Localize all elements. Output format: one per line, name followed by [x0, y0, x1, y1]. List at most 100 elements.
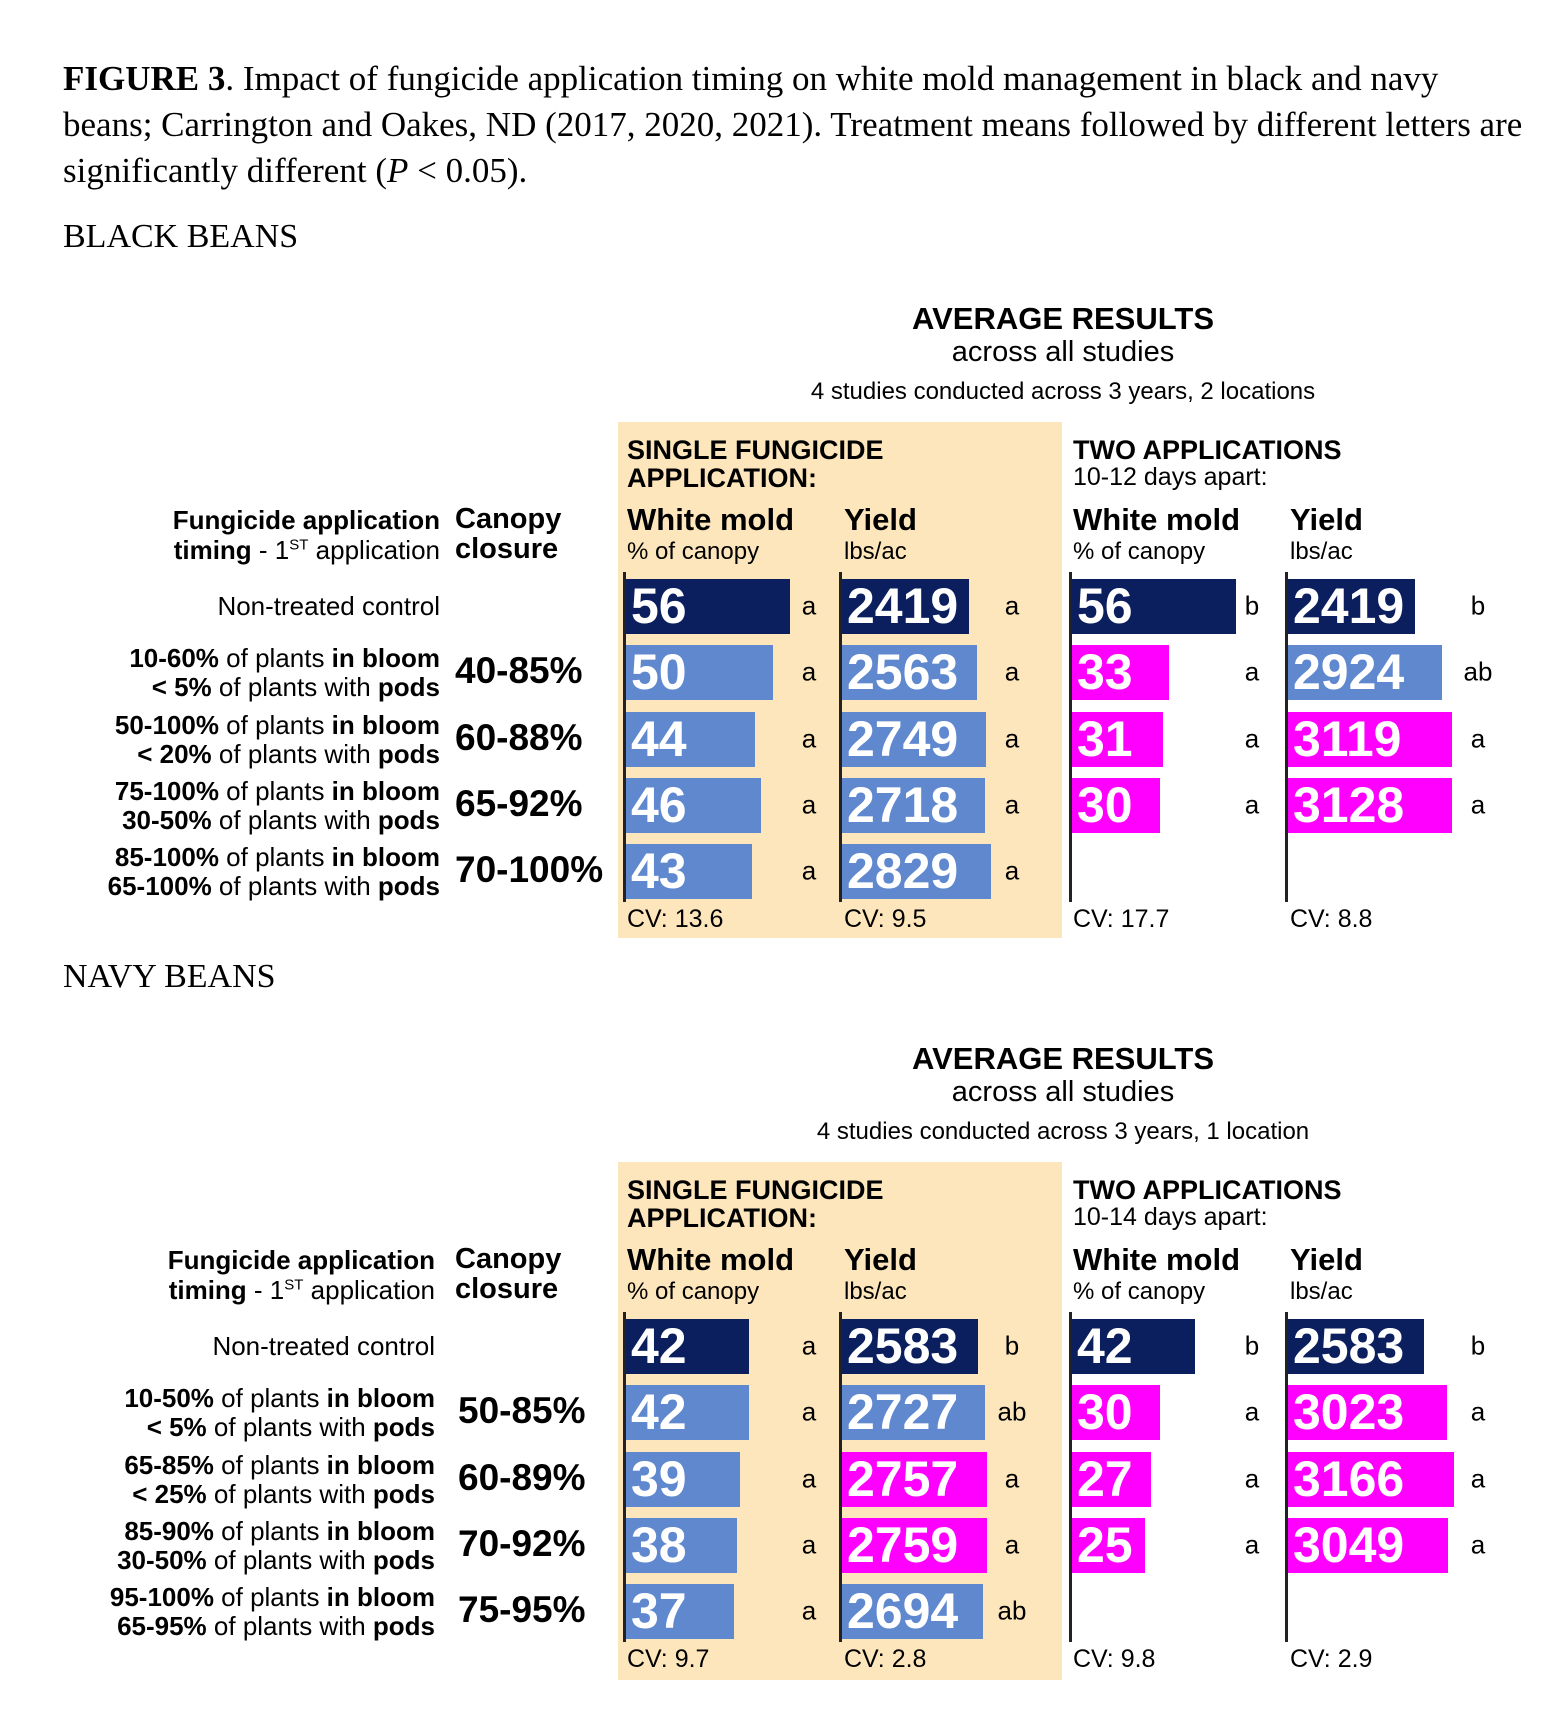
label-segment: pods: [372, 1412, 435, 1443]
column-title: White mold: [627, 502, 795, 537]
label-segment: 65-85%: [124, 1449, 214, 1480]
bar-value: 44: [631, 710, 687, 767]
label-segment: 85-100%: [114, 842, 219, 873]
bar-value: 30: [1077, 1384, 1133, 1441]
average-results-title: AVERAGE RESULTS: [912, 1041, 1214, 1076]
label-segment: < 5%: [146, 1412, 207, 1443]
significance-letter: a: [1004, 1463, 1020, 1494]
label-segment: of plants: [218, 709, 332, 740]
column-unit: % of canopy: [1073, 538, 1206, 565]
bar-value: 43: [631, 843, 687, 900]
bar-sig: 27: [1072, 1450, 1152, 1507]
studies-note: 4 studies conducted across 3 years, 1 lo…: [816, 1118, 1310, 1145]
label-segment: in bloom: [326, 1449, 435, 1480]
significance-letter: b: [1244, 590, 1260, 621]
label-segment: 65-95%: [117, 1611, 207, 1642]
significance-letter: ab: [997, 1595, 1027, 1626]
label-segment: in bloom: [326, 1582, 435, 1613]
label-segment: of plants with: [206, 1412, 373, 1443]
bar-control: 2583: [842, 1319, 978, 1374]
label-segment: in bloom: [331, 775, 440, 806]
column-title: Yield: [1290, 502, 1363, 537]
timing-label-line: 30-50% of plants with pods: [117, 1545, 435, 1576]
cv-label: CV: 9.8: [1073, 1645, 1156, 1673]
canopy-closure-value: 50-85%: [458, 1390, 586, 1432]
bar-nodiff: 2694: [842, 1584, 984, 1640]
canopy-closure-value: 60-88%: [455, 716, 583, 758]
column-axis: [623, 1312, 626, 1642]
timing-header-line: timing - 1ST application: [169, 1275, 435, 1306]
label-segment: of plants with: [211, 871, 378, 902]
bar-value: 31: [1077, 710, 1133, 767]
significance-letter: b: [1470, 1330, 1486, 1361]
bar-value: 3166: [1293, 1450, 1405, 1507]
two-applications-header: TWO APPLICATIONS: [1073, 1175, 1342, 1205]
significance-letter: a: [801, 1463, 817, 1494]
label-segment: of plants: [218, 643, 332, 674]
bar-sig: 3049: [1288, 1517, 1449, 1573]
significance-letter: a: [1004, 789, 1020, 820]
bar-control: 56: [1072, 579, 1237, 634]
label-segment: in bloom: [331, 842, 440, 873]
significance-letter: a: [1470, 1396, 1486, 1427]
timing-label-line: 65-85% of plants in bloom: [124, 1450, 435, 1481]
significance-letter: a: [1004, 590, 1020, 621]
timing-label-line: 30-50% of plants with pods: [122, 805, 440, 836]
bar-value: 38: [631, 1516, 687, 1573]
bar-sig: 31: [1072, 710, 1163, 767]
section-title: NAVY BEANS: [63, 958, 276, 995]
label-segment: of plants: [213, 1449, 327, 1480]
bar-nodiff: 2718: [842, 777, 985, 833]
bar-value: 2419: [1293, 578, 1405, 634]
significance-letter: a: [1244, 1463, 1260, 1494]
significance-letter: a: [801, 1595, 817, 1626]
column-title: Yield: [844, 502, 917, 537]
canopy-closure-value: 70-100%: [455, 849, 604, 891]
label-segment: Fungicide application: [172, 505, 440, 535]
bar-value: 27: [1077, 1450, 1133, 1507]
bar-sig: 33: [1072, 644, 1169, 701]
timing-label-line: 65-100% of plants with pods: [108, 871, 440, 902]
timing-label-line: 50-100% of plants in bloom: [115, 710, 440, 741]
bar-value: 33: [1077, 644, 1133, 701]
label-segment: 75-100%: [114, 775, 219, 806]
bar-value: 42: [1077, 1318, 1133, 1374]
label-segment: application: [308, 535, 440, 565]
cv-label: CV: 17.7: [1073, 905, 1170, 933]
bar-nodiff: 46: [626, 777, 761, 833]
label-segment: 85-90%: [124, 1515, 214, 1546]
bar-value: 3128: [1293, 776, 1405, 833]
bar-value: 39: [631, 1450, 687, 1507]
label-segment: 30-50%: [122, 804, 212, 835]
label-segment: ST: [284, 1276, 304, 1294]
significance-letter: a: [801, 1529, 817, 1560]
significance-letter: ab: [997, 1396, 1027, 1427]
column-axis: [1069, 1312, 1072, 1642]
significance-letter: a: [1244, 656, 1260, 687]
bar-value: 2583: [1293, 1318, 1405, 1374]
cv-label: CV: 2.8: [844, 1645, 927, 1673]
timing-label-line: Non-treated control: [217, 591, 440, 622]
bar-control: 42: [1072, 1318, 1196, 1374]
two-applications-interval: 10-14 days apart:: [1073, 1203, 1268, 1231]
section-title: BLACK BEANS: [63, 218, 299, 255]
canopy-header-line: closure: [455, 1273, 559, 1305]
label-segment: 30-50%: [117, 1544, 207, 1575]
label-segment: - 1: [251, 535, 290, 565]
bar-nodiff: 2829: [842, 844, 991, 900]
label-segment: in bloom: [326, 1515, 435, 1546]
label-segment: pods: [372, 1544, 435, 1575]
significance-letter: a: [1470, 789, 1486, 820]
label-segment: of plants: [213, 1383, 327, 1414]
bar-control: 42: [626, 1319, 750, 1374]
column-title: Yield: [844, 1242, 917, 1277]
significance-letter: a: [1470, 1463, 1486, 1494]
label-segment: application: [303, 1275, 435, 1305]
bar-sig: 3128: [1288, 776, 1453, 833]
two-applications-header: TWO APPLICATIONS: [1073, 435, 1342, 465]
column-unit: lbs/ac: [844, 538, 907, 565]
timing-label-line: 95-100% of plants in bloom: [110, 1582, 435, 1613]
two-applications-interval: 10-12 days apart:: [1073, 463, 1268, 491]
timing-label-line: 10-60% of plants in bloom: [129, 643, 440, 674]
bar-value: 2924: [1293, 644, 1405, 701]
